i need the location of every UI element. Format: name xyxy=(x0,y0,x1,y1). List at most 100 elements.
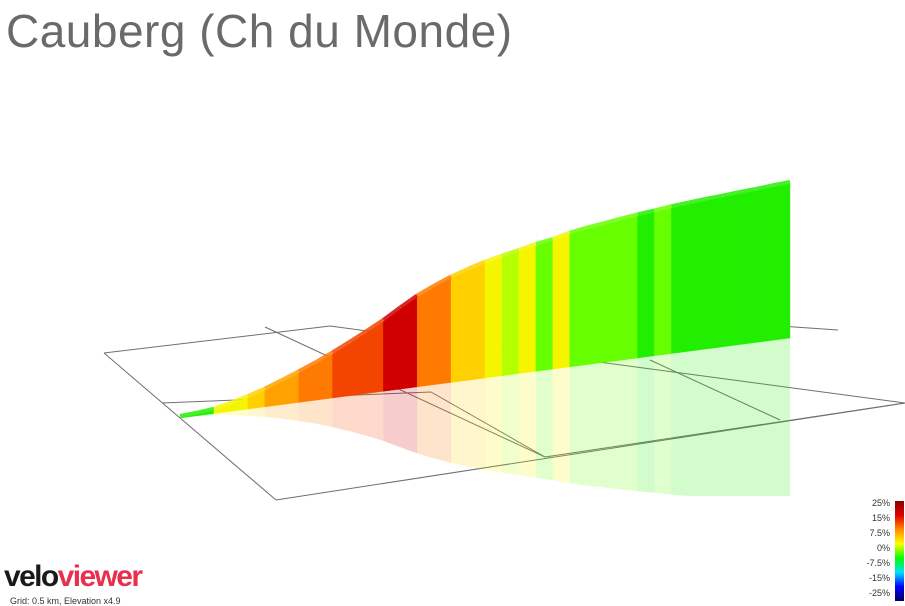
grid-line xyxy=(649,359,781,421)
scale-label: -25% xyxy=(868,588,890,598)
profile-top-edge xyxy=(501,248,520,258)
scale-label: 15% xyxy=(871,513,890,523)
profile-top-edge xyxy=(450,266,469,279)
profile-top-edge xyxy=(348,329,368,344)
reflection-strip xyxy=(281,402,299,421)
profile-strip xyxy=(467,263,486,381)
profile-top-edge xyxy=(213,400,232,411)
profile-strip xyxy=(433,278,452,385)
profile-top-edge xyxy=(399,293,419,309)
reflection-strip xyxy=(400,386,418,454)
reflection-strip xyxy=(586,362,604,488)
profile-strip xyxy=(383,308,401,392)
profile-strip xyxy=(400,297,418,390)
reflection-strip xyxy=(518,371,536,478)
profile-top-edge xyxy=(365,318,385,333)
gradient-color-scale xyxy=(895,501,904,601)
reflection-strip xyxy=(671,351,689,496)
reflection-strip xyxy=(451,380,469,467)
profile-top-edge xyxy=(331,340,351,355)
profile-strip xyxy=(637,212,655,359)
profile-top-edge xyxy=(263,378,283,391)
profile-top-edge xyxy=(280,369,300,382)
scale-label: 7.5% xyxy=(869,528,890,538)
profile-strip xyxy=(586,225,604,365)
reflection-strip xyxy=(332,395,350,432)
reflection-strip xyxy=(230,409,248,416)
profile-top-edge xyxy=(603,216,622,226)
reflection-strip xyxy=(654,353,672,495)
profile-top-edge xyxy=(230,394,249,405)
profile-top-edge xyxy=(772,180,791,188)
profile-top-edge xyxy=(637,208,655,217)
page-title: Cauberg (Ch du Monde) xyxy=(6,5,513,57)
profile-top-edge xyxy=(704,193,723,201)
profile-strip xyxy=(620,216,638,361)
profile-top-edge xyxy=(518,242,537,252)
profile-top-edge xyxy=(653,204,672,213)
reflection-strip xyxy=(569,364,587,486)
reflection-strip xyxy=(552,366,570,484)
reflection-strip xyxy=(383,389,401,448)
scale-label: -7.5% xyxy=(866,558,890,568)
profile-top-edge xyxy=(552,230,571,241)
profile-strip xyxy=(738,190,757,345)
reflection-strip xyxy=(417,384,435,459)
reflection-strip xyxy=(637,355,655,493)
profile-strip xyxy=(755,187,774,343)
reflection-strip xyxy=(213,411,231,416)
profile-top-edge xyxy=(569,225,588,235)
scale-label: -15% xyxy=(868,573,890,583)
profile-top-edge xyxy=(620,212,638,221)
scale-label: 0% xyxy=(876,543,890,553)
profile-top-edge xyxy=(738,186,757,195)
profile-top-edge xyxy=(755,183,774,191)
logo-viewer: viewer xyxy=(57,560,143,593)
reflection-strip xyxy=(773,338,790,496)
profile-top-edge xyxy=(382,305,402,322)
grid-line xyxy=(103,325,331,354)
reflection-strip xyxy=(620,358,638,492)
profile-top-edge xyxy=(467,259,486,271)
grid-line xyxy=(544,402,905,458)
profile-strip xyxy=(366,321,384,394)
veloviewer-logo[interactable]: veloviewer xyxy=(4,560,143,593)
profile-top-edge xyxy=(687,197,706,205)
profile-top-edge xyxy=(586,221,605,230)
profile-strip xyxy=(552,234,570,370)
reflection-strip xyxy=(603,360,621,490)
profile-top-edge xyxy=(484,253,503,264)
reflection-layer xyxy=(180,338,790,496)
profile-strip xyxy=(417,287,435,388)
profile-top-edge xyxy=(721,190,740,198)
profile-strip xyxy=(501,251,520,377)
grid-info: Grid: 0.5 km, Elevation x4.9 xyxy=(10,596,121,606)
reflection-strip xyxy=(739,342,757,496)
profile-strip xyxy=(603,220,621,363)
profile-strip xyxy=(518,245,537,374)
profile-top-edge xyxy=(246,386,266,398)
profile-top-edge xyxy=(314,350,334,365)
profile-top-edge xyxy=(416,283,436,298)
reflection-strip xyxy=(722,344,740,496)
profile-strip xyxy=(450,270,469,383)
profile-top-edge xyxy=(670,200,689,209)
profile-strip xyxy=(688,200,706,352)
profile-strip xyxy=(671,204,689,354)
reflection-strip xyxy=(247,406,265,417)
profile-top-edge xyxy=(433,274,453,288)
reflection-strip xyxy=(315,398,333,428)
reflection-strip xyxy=(434,382,452,463)
reflection-strip xyxy=(349,393,367,436)
profile-top-edge xyxy=(179,410,198,418)
reflection-strip xyxy=(705,346,723,496)
reflection-strip xyxy=(298,400,316,424)
grid-line xyxy=(264,326,546,458)
reflection-strip xyxy=(535,369,553,480)
reflection-strip xyxy=(485,375,502,473)
profile-top-edge xyxy=(535,237,554,246)
profile-strip xyxy=(654,207,672,357)
grid-line xyxy=(430,391,546,458)
profile-strip xyxy=(705,197,723,350)
